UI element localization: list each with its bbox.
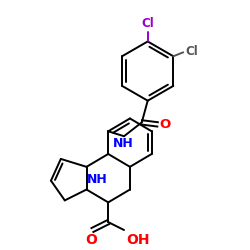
Text: Cl: Cl — [185, 45, 198, 58]
Text: O: O — [160, 118, 171, 131]
Text: Cl: Cl — [141, 16, 154, 30]
Text: NH: NH — [87, 173, 108, 186]
Text: OH: OH — [126, 233, 150, 247]
Text: NH: NH — [113, 137, 134, 150]
Text: O: O — [86, 233, 98, 247]
